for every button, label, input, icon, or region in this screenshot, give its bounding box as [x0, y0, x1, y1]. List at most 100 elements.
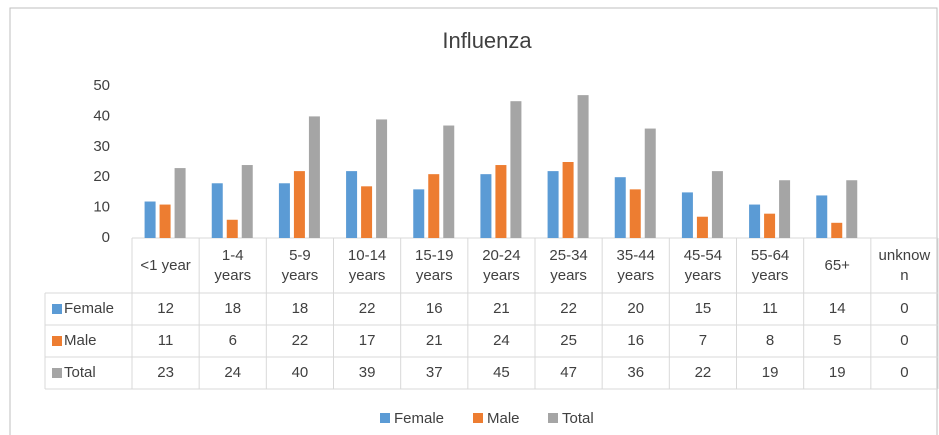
x-tick-label-cell: 15-19 years	[401, 239, 468, 293]
table-value: 45	[493, 364, 510, 381]
bar	[614, 177, 626, 238]
bar	[547, 171, 559, 238]
x-tick-label: 10-14 years	[347, 247, 387, 284]
table-value: 12	[157, 300, 174, 317]
table-value: 19	[762, 364, 779, 381]
legend-label: Female	[394, 410, 444, 427]
y-tick-label: 30	[93, 138, 110, 155]
bar	[816, 195, 828, 238]
table-value: 18	[224, 300, 241, 317]
table-value: 16	[426, 300, 443, 317]
x-tick-label-cell: 45-54 years	[669, 239, 736, 293]
y-tick-label: 10	[93, 199, 110, 216]
legend-swatch	[52, 336, 62, 346]
chart-title: Influenza	[442, 28, 532, 53]
bar	[376, 119, 388, 238]
table-value: 47	[560, 364, 577, 381]
table-value: 25	[560, 332, 577, 349]
bar	[361, 186, 373, 238]
x-tick-label-cell: 10-14 years	[334, 239, 401, 293]
table-value: 22	[695, 364, 712, 381]
x-tick-label-cell: 35-44 years	[602, 239, 669, 293]
table-value: 22	[359, 300, 376, 317]
x-tick-label-cell: 20-24 years	[468, 239, 535, 293]
bar	[577, 95, 589, 239]
bar	[144, 201, 156, 238]
x-tick-label: 1-4 years	[214, 247, 252, 284]
bar	[749, 204, 761, 238]
table-value: 7	[699, 332, 707, 349]
bar	[696, 216, 708, 238]
table-value: 22	[560, 300, 577, 317]
table-value: 20	[627, 300, 644, 317]
legend-swatch	[52, 368, 62, 378]
table-value: 40	[292, 364, 309, 381]
table-value: 24	[224, 364, 241, 381]
table-value: 8	[766, 332, 774, 349]
y-tick-label: 50	[93, 77, 110, 94]
table-value: 37	[426, 364, 443, 381]
table-value: 21	[426, 332, 443, 349]
bar	[562, 162, 574, 238]
bar	[510, 101, 522, 238]
table-value: 15	[695, 300, 712, 317]
x-tick-label-cell: 55-64 years	[737, 239, 804, 293]
x-tick-label: 55-64 years	[750, 247, 790, 284]
legend-swatch	[473, 413, 483, 423]
x-tick-label: 5-9 years	[281, 247, 319, 284]
x-tick-label: 15-19 years	[415, 247, 454, 284]
table-value: 19	[829, 364, 846, 381]
bar	[241, 165, 253, 238]
table-value: 11	[762, 300, 778, 317]
bar	[495, 165, 507, 238]
bar	[764, 213, 776, 238]
bar	[629, 189, 641, 238]
legend-swatch	[52, 304, 62, 314]
bar	[443, 125, 455, 238]
bar	[413, 189, 425, 238]
x-tick-label: 20-24 years	[482, 247, 521, 284]
bar	[226, 219, 238, 238]
legend-label: Male	[487, 410, 520, 427]
bar	[174, 168, 186, 238]
bar	[428, 174, 440, 238]
y-tick-label: 0	[102, 229, 110, 246]
table-value: 0	[900, 364, 908, 381]
row-header: Total	[64, 364, 96, 381]
table-value: 14	[829, 300, 846, 317]
bar	[293, 171, 305, 238]
bar	[308, 116, 320, 238]
bar	[779, 180, 791, 238]
x-tick-label: 65+	[824, 257, 850, 274]
table-value: 5	[833, 332, 841, 349]
x-tick-label-cell: <1 year	[132, 239, 199, 293]
table-value: 17	[359, 332, 376, 349]
x-tick-label: 35-44 years	[616, 247, 655, 284]
bar	[831, 222, 843, 238]
legend-swatch	[548, 413, 558, 423]
table-value: 22	[292, 332, 309, 349]
bar	[480, 174, 492, 238]
x-tick-label-cell: 5-9 years	[266, 239, 333, 293]
y-tick-label: 20	[93, 168, 110, 185]
row-header: Female	[64, 300, 114, 317]
bar	[211, 183, 223, 238]
table-value: 11	[158, 332, 174, 349]
table-value: 36	[627, 364, 644, 381]
bar	[278, 183, 290, 238]
x-tick-label-cell: 65+	[804, 239, 871, 293]
bar	[644, 128, 656, 238]
table-value: 39	[359, 364, 376, 381]
table-value: 24	[493, 332, 510, 349]
x-tick-label-cell: 1-4 years	[199, 239, 266, 293]
table-value: 23	[157, 364, 174, 381]
bar	[681, 192, 693, 238]
bar	[159, 204, 171, 238]
row-header: Male	[64, 332, 97, 349]
x-tick-label: 45-54 years	[683, 247, 723, 284]
x-tick-label-cell: 25-34 years	[535, 239, 602, 293]
table-value: 21	[493, 300, 510, 317]
bar	[846, 180, 858, 238]
